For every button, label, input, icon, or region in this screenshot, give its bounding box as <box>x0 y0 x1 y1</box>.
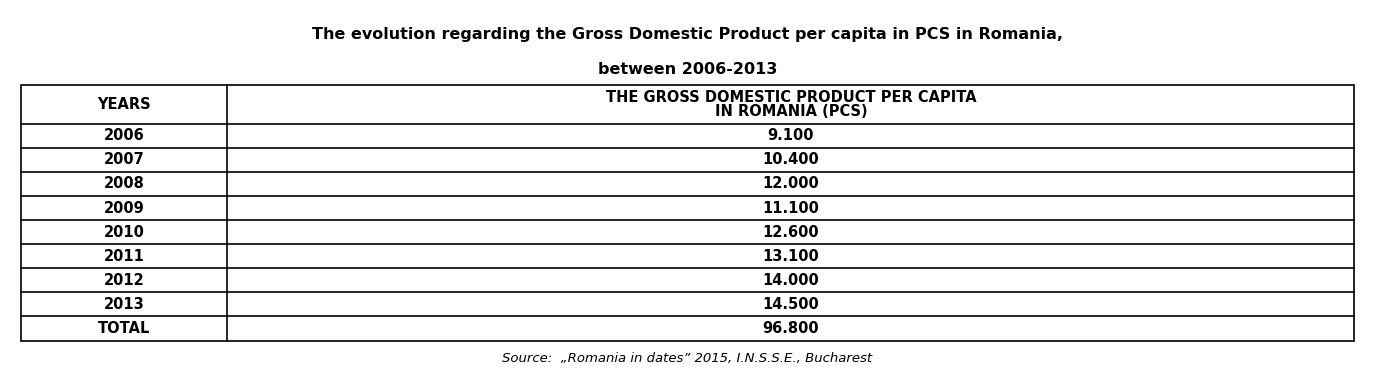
Text: 96.800: 96.800 <box>763 321 820 336</box>
Text: 2012: 2012 <box>103 273 144 288</box>
Text: 11.100: 11.100 <box>762 200 820 216</box>
Text: 12.000: 12.000 <box>763 176 820 192</box>
Text: between 2006-2013: between 2006-2013 <box>598 62 777 77</box>
Text: 2008: 2008 <box>103 176 144 192</box>
Text: 2010: 2010 <box>103 224 144 240</box>
Text: YEARS: YEARS <box>98 97 151 112</box>
Text: THE GROSS DOMESTIC PRODUCT PER CAPITA: THE GROSS DOMESTIC PRODUCT PER CAPITA <box>605 90 976 105</box>
Text: TOTAL: TOTAL <box>98 321 150 336</box>
Text: 2009: 2009 <box>103 200 144 216</box>
Bar <box>21 85 1354 341</box>
Text: 2011: 2011 <box>103 249 144 264</box>
Text: 10.400: 10.400 <box>763 152 820 167</box>
Text: 2006: 2006 <box>103 128 144 143</box>
Text: 2013: 2013 <box>103 297 144 312</box>
Text: 12.600: 12.600 <box>763 224 820 240</box>
Text: The evolution regarding the Gross Domestic Product per capita in PCS in Romania,: The evolution regarding the Gross Domest… <box>312 27 1063 42</box>
Text: 13.100: 13.100 <box>763 249 820 264</box>
Text: 9.100: 9.100 <box>767 128 814 143</box>
Text: Source:  „Romania in dates” 2015, I.N.S.S.E., Bucharest: Source: „Romania in dates” 2015, I.N.S.S… <box>502 352 873 365</box>
Text: 2007: 2007 <box>103 152 144 167</box>
Text: 14.500: 14.500 <box>763 297 820 312</box>
Text: IN ROMANIA (PCS): IN ROMANIA (PCS) <box>715 104 868 119</box>
Text: 14.000: 14.000 <box>763 273 820 288</box>
